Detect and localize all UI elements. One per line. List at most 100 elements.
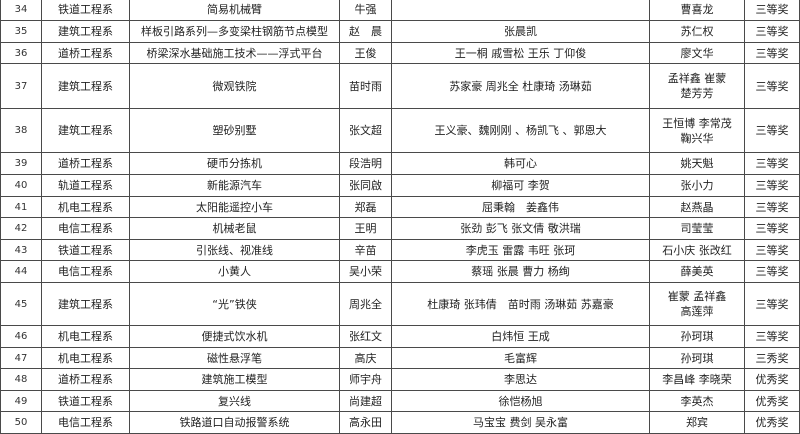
project-name-cell: 小黄人 [129, 260, 340, 283]
leader-cell: 张文超 [339, 108, 392, 153]
advisor-cell: 王恒博 李常茂 鞠兴华 [649, 108, 745, 153]
table-row: 40 轨道工程系 新能源汽车 张同啟 柳福可 李贺 张小力 三等奖 [0, 174, 800, 197]
members-cell: 屈秉翰 姜鑫伟 [391, 196, 650, 218]
table-row: 36 道桥工程系 桥梁深水基础施工技术——浮式平台 王俊 王一桐 戚雪松 王乐 丁仰俊廖… [0, 42, 800, 64]
award-cell: 三等奖 [744, 63, 800, 109]
table-row: 37 建筑工程系 微观铁院 苗时雨 苏家豪 周兆全 杜康琦 汤琳茹 孟祥鑫 崔蒙 楚芳芳三… [0, 63, 800, 109]
number-cell: 41 [0, 196, 42, 218]
department-cell: 铁道工程系 [41, 239, 130, 261]
table-row: 50 电信工程系 铁路道口自动报警系统 高永田 马宝宝 费剑 吴永富 郑宾 优秀奖 [0, 411, 800, 434]
leader-cell: 辛苗 [339, 239, 392, 261]
department-cell: 道桥工程系 [41, 152, 130, 175]
number-cell: 36 [0, 42, 42, 64]
members-cell: 蔡瑶 张晨 曹力 杨绚 [391, 260, 650, 283]
leader-cell: 苗时雨 [339, 63, 392, 109]
table-row: 44 电信工程系 小黄人 吴小荣 蔡瑶 张晨 曹力 杨绚 薛美英 三等奖 [0, 260, 800, 283]
award-cell: 三等奖 [744, 0, 800, 21]
award-cell: 三等奖 [744, 325, 800, 348]
advisor-cell: 孙珂琪 [649, 325, 745, 348]
advisor-cell: 崔蒙 孟祥鑫 高莲萍 [649, 282, 745, 326]
number-cell: 38 [0, 108, 42, 153]
project-name-cell: 新能源汽车 [129, 174, 340, 197]
members-cell: 白炜恒 王成 [391, 325, 650, 348]
table-row: 34 铁道工程系 简易机械臂 牛强 曹喜龙 三等奖 [0, 0, 800, 21]
number-cell: 46 [0, 325, 42, 348]
award-cell: 三秀奖 [744, 347, 800, 369]
table-row: 48 道桥工程系 建筑施工模型 师宇舟 李思达 李昌峰 李晓荣 优秀奖 [0, 368, 800, 391]
project-name-cell: 复兴线 [129, 390, 340, 412]
award-cell: 三等奖 [744, 42, 800, 64]
advisor-cell: 孙珂琪 [649, 347, 745, 369]
award-cell: 三等奖 [744, 260, 800, 283]
department-cell: 电信工程系 [41, 217, 130, 240]
number-cell: 34 [0, 0, 42, 21]
advisor-cell: 孟祥鑫 崔蒙 楚芳芳 [649, 63, 745, 109]
department-cell: 道桥工程系 [41, 368, 130, 391]
project-name-cell: 引张线、视准线 [129, 239, 340, 261]
advisor-cell: 李英杰 [649, 390, 745, 412]
award-cell: 优秀奖 [744, 411, 800, 434]
members-cell: 杜康琦 张玮倩 苗时雨 汤琳茹 苏嘉豪 [391, 282, 650, 326]
department-cell: 机电工程系 [41, 325, 130, 348]
award-cell: 三等奖 [744, 196, 800, 218]
leader-cell: 牛强 [339, 0, 392, 21]
project-name-cell: 太阳能遥控小车 [129, 196, 340, 218]
number-cell: 39 [0, 152, 42, 175]
award-cell: 三等奖 [744, 152, 800, 175]
table-row: 42 电信工程系 机械老鼠 王明 张劲 彭飞 张文倩 敬洪瑞 司莹莹 三等奖 [0, 217, 800, 240]
project-name-cell: 建筑施工模型 [129, 368, 340, 391]
advisor-cell: 苏仁权 [649, 20, 745, 43]
leader-cell: 师宇舟 [339, 368, 392, 391]
leader-cell: 张同啟 [339, 174, 392, 197]
number-cell: 44 [0, 260, 42, 283]
advisor-cell: 李昌峰 李晓荣 [649, 368, 745, 391]
leader-cell: 郑磊 [339, 196, 392, 218]
department-cell: 道桥工程系 [41, 42, 130, 64]
members-cell: 张晨凯 [391, 20, 650, 43]
advisor-cell: 张小力 [649, 174, 745, 197]
project-name-cell: 机械老鼠 [129, 217, 340, 240]
table-row: 45 建筑工程系 “光”铁侠 周兆全 杜康琦 张玮倩 苗时雨 汤琳茹 苏嘉豪 崔蒙 孟祥鑫… [0, 282, 800, 326]
members-cell: 王义豪、魏刚刚 、杨凯飞 、郭恩大 [391, 108, 650, 153]
project-name-cell: 铁路道口自动报警系统 [129, 411, 340, 434]
members-cell: 李思达 [391, 368, 650, 391]
leader-cell: 段浩明 [339, 152, 392, 175]
leader-cell: 高永田 [339, 411, 392, 434]
advisor-cell: 廖文华 [649, 42, 745, 64]
award-cell: 三等奖 [744, 174, 800, 197]
number-cell: 35 [0, 20, 42, 43]
leader-cell: 赵 晨 [339, 20, 392, 43]
department-cell: 铁道工程系 [41, 0, 130, 21]
project-name-cell: “光”铁侠 [129, 282, 340, 326]
members-cell: 韩可心 [391, 152, 650, 175]
number-cell: 48 [0, 368, 42, 391]
members-cell: 苏家豪 周兆全 杜康琦 汤琳茹 [391, 63, 650, 109]
project-name-cell: 简易机械臂 [129, 0, 340, 21]
leader-cell: 尚建超 [339, 390, 392, 412]
number-cell: 40 [0, 174, 42, 197]
project-name-cell: 便捷式饮水机 [129, 325, 340, 348]
members-cell [391, 0, 650, 21]
table-row: 46 机电工程系 便捷式饮水机 张红文 白炜恒 王成 孙珂琪 三等奖 [0, 325, 800, 348]
advisor-cell: 石小庆 张改红 [649, 239, 745, 261]
number-cell: 43 [0, 239, 42, 261]
department-cell: 机电工程系 [41, 347, 130, 369]
award-cell: 优秀奖 [744, 368, 800, 391]
department-cell: 电信工程系 [41, 260, 130, 283]
advisor-cell: 薛美英 [649, 260, 745, 283]
advisor-cell: 姚天魁 [649, 152, 745, 175]
leader-cell: 王俊 [339, 42, 392, 64]
award-cell: 三等奖 [744, 217, 800, 240]
number-cell: 37 [0, 63, 42, 109]
project-name-cell: 样板引路系列—多变梁柱钢筋节点模型 [129, 20, 340, 43]
members-cell: 马宝宝 费剑 吴永富 [391, 411, 650, 434]
project-name-cell: 塑砂别墅 [129, 108, 340, 153]
leader-cell: 张红文 [339, 325, 392, 348]
number-cell: 49 [0, 390, 42, 412]
project-name-cell: 磁性悬浮笔 [129, 347, 340, 369]
members-cell: 柳福可 李贺 [391, 174, 650, 197]
advisor-cell: 曹喜龙 [649, 0, 745, 21]
table-row: 39 道桥工程系 硬币分拣机 段浩明 韩可心 姚天魁 三等奖 [0, 152, 800, 175]
project-name-cell: 硬币分拣机 [129, 152, 340, 175]
